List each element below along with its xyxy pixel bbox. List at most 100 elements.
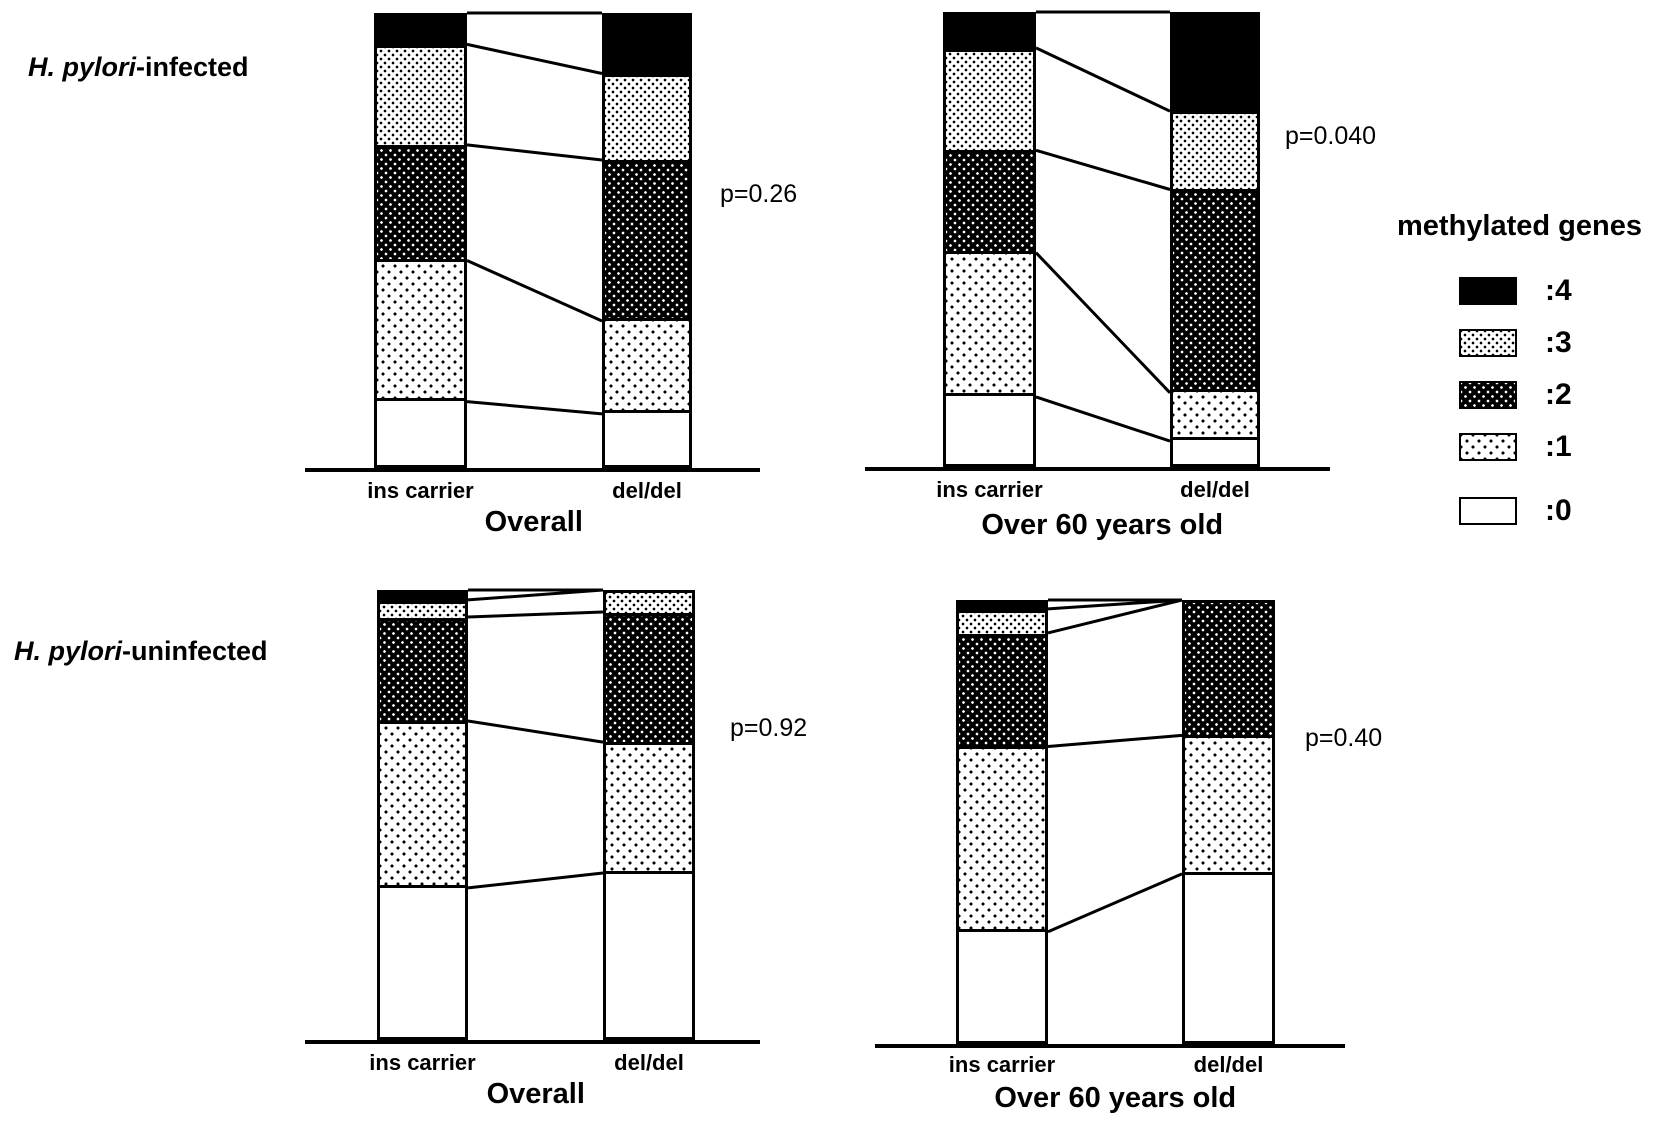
stacked-bar-del-del — [603, 590, 695, 1040]
segment-boundary — [377, 397, 464, 401]
segment-boundary — [959, 928, 1045, 932]
stacked-bar-ins-carrier — [374, 13, 467, 468]
bar-segment-2 — [605, 161, 689, 320]
category-label-del-del: del/del — [612, 478, 682, 503]
category-label-ins-carrier: ins carrier — [369, 1050, 476, 1075]
connector-line — [467, 719, 604, 744]
chart-title: Overall — [486, 1078, 585, 1110]
bar-segment-1 — [946, 252, 1033, 395]
segment-boundary — [377, 258, 464, 262]
legend-entry-label-2: :2 — [1545, 378, 1572, 411]
legend-swatch-2 — [1459, 381, 1517, 409]
connector-line — [466, 259, 603, 323]
segment-boundary — [605, 159, 689, 163]
bar-segment-3 — [380, 602, 465, 620]
connector-line — [466, 400, 603, 416]
segment-boundary — [380, 885, 465, 889]
segment-boundary — [1173, 389, 1257, 393]
group-label-infected-rest: -infected — [136, 52, 249, 82]
group-label-uninfected: H. pylori-uninfected — [14, 636, 268, 667]
bar-segment-0 — [1185, 873, 1272, 1041]
bar-segment-1 — [606, 743, 692, 873]
bar-segment-0 — [606, 872, 692, 1037]
segment-boundary — [605, 410, 689, 414]
segment-boundary — [1185, 871, 1272, 875]
bar-segment-2 — [377, 146, 464, 261]
p-value-label: p=0.26 — [720, 180, 798, 208]
bar-segment-3 — [959, 611, 1045, 636]
bar-segment-3 — [1173, 112, 1257, 191]
bar-segment-4 — [380, 593, 465, 603]
segment-boundary — [605, 74, 689, 78]
segment-boundary — [959, 746, 1045, 750]
x-axis-line — [875, 1044, 1345, 1048]
segment-boundary — [946, 251, 1033, 255]
bar-segment-4 — [946, 15, 1033, 51]
connector-line — [1047, 733, 1183, 748]
segment-boundary — [959, 633, 1045, 637]
connector-line — [1034, 251, 1172, 394]
segment-boundary — [1173, 436, 1257, 440]
bar-segment-0 — [1173, 438, 1257, 464]
group-label-uninfected-rest: -uninfected — [122, 636, 268, 666]
bar-segment-0 — [605, 411, 689, 465]
bar-segment-3 — [377, 46, 464, 147]
segment-boundary — [946, 48, 1033, 52]
bar-segment-0 — [380, 886, 465, 1037]
category-label-del-del: del/del — [614, 1050, 684, 1075]
legend-entry-label-4: :4 — [1545, 274, 1572, 307]
chart-title: Over 60 years old — [981, 509, 1224, 541]
bar-segment-4 — [377, 16, 464, 47]
category-label-del-del: del/del — [1180, 477, 1250, 502]
stacked-bar-ins-carrier — [377, 590, 468, 1040]
chart-title: Over 60 years old — [994, 1082, 1237, 1114]
connector-line — [466, 143, 603, 162]
bar-segment-2 — [606, 614, 692, 744]
p-value-label: p=0.040 — [1285, 122, 1377, 150]
segment-boundary — [380, 601, 465, 605]
connector-line — [467, 610, 604, 619]
bar-segment-1 — [605, 319, 689, 412]
category-label-ins-carrier: ins carrier — [367, 478, 474, 503]
bar-segment-0 — [946, 394, 1033, 464]
connector-line — [467, 871, 604, 890]
segment-boundary — [1185, 735, 1272, 739]
bar-segment-3 — [606, 593, 692, 615]
bar-segment-4 — [1173, 15, 1257, 113]
connector-line — [1047, 598, 1183, 611]
category-label-del-del: del/del — [1193, 1052, 1264, 1077]
legend-swatch-1 — [1459, 433, 1517, 461]
stacked-bar-del-del — [1170, 12, 1260, 467]
category-label-ins-carrier: ins carrier — [936, 477, 1043, 502]
bar-segment-2 — [959, 635, 1045, 748]
segment-boundary — [959, 610, 1045, 614]
bar-segment-2 — [1173, 190, 1257, 391]
segment-boundary — [946, 393, 1033, 397]
connector-line — [1047, 598, 1183, 635]
segment-boundary — [1173, 188, 1257, 192]
bar-segment-2 — [1185, 603, 1272, 737]
stacked-bar-ins-carrier — [956, 600, 1048, 1044]
bar-segment-1 — [380, 722, 465, 887]
p-value-label: p=0.92 — [730, 714, 808, 742]
connector-line — [467, 588, 604, 602]
x-axis-line — [305, 468, 760, 472]
legend-entry-label-3: :3 — [1545, 326, 1572, 359]
segment-boundary — [605, 318, 689, 322]
segment-boundary — [946, 149, 1033, 153]
bar-segment-4 — [605, 16, 689, 76]
segment-boundary — [606, 870, 692, 874]
bar-segment-4 — [959, 603, 1045, 612]
segment-boundary — [377, 144, 464, 148]
legend-title: methylated genes — [1397, 210, 1642, 242]
segment-boundary — [606, 613, 692, 617]
chart-title: Overall — [484, 506, 583, 538]
legend-swatch-4 — [1459, 277, 1517, 305]
p-value-label: p=0.40 — [1305, 724, 1383, 752]
segment-boundary — [380, 618, 465, 622]
stacked-bar-del-del — [1182, 600, 1275, 1044]
segment-boundary — [380, 720, 465, 724]
segment-boundary — [606, 741, 692, 745]
